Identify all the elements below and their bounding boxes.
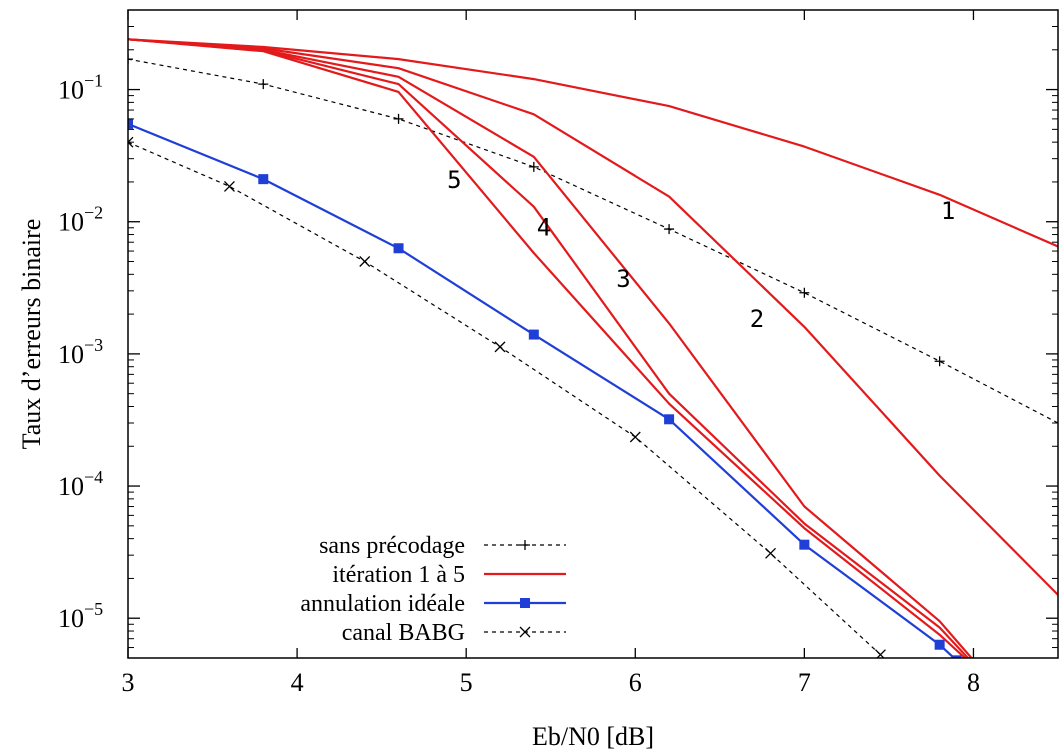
y-tick-label: 10−2 (58, 203, 103, 237)
series-line-1 (128, 38, 1058, 248)
series-7-marker (765, 547, 777, 559)
series-line-3 (128, 38, 973, 658)
series-0-marker (393, 113, 404, 124)
series-7-marker (128, 136, 134, 148)
series-0-marker (528, 161, 539, 172)
x-tick-label: 3 (122, 668, 135, 697)
series-6-marker (951, 655, 962, 658)
curve-label: 1 (941, 197, 955, 225)
x-tick-label: 5 (460, 668, 473, 697)
curve-label: 3 (616, 265, 630, 293)
series-0-marker (128, 54, 133, 65)
legend-label: annulation idéale (300, 591, 465, 617)
x-axis-title: Eb/N0 [dB] (532, 722, 654, 751)
series-6-marker (799, 539, 810, 550)
y-tick-exponent: −2 (84, 203, 103, 223)
legend-label: canal BABG (342, 620, 465, 646)
y-tick-exponent: −3 (84, 335, 103, 355)
legend-marker (520, 540, 530, 550)
y-tick-label: 10−4 (58, 467, 103, 501)
series-6-marker (258, 174, 269, 185)
x-tick-label: 8 (967, 668, 980, 697)
legend-label: sans précodage (319, 533, 465, 559)
y-tick-exponent: −1 (84, 71, 103, 91)
series-6-marker (128, 118, 133, 129)
y-tick-label: 10−1 (58, 71, 103, 105)
data-markers (128, 54, 962, 658)
axis-ticks: 3 4 5 6 7 810−110−210−310−410−5 (58, 9, 1058, 697)
curve-label: 4 (537, 213, 551, 241)
x-tick-label: 7 (798, 668, 811, 697)
series-6-marker (393, 243, 404, 254)
series-6-marker (528, 329, 539, 340)
y-tick-mantissa: 10 (58, 472, 84, 501)
series-line-4 (128, 38, 970, 658)
x-tick-label: 6 (629, 668, 642, 697)
series-0-marker (258, 79, 269, 90)
y-tick-mantissa: 10 (58, 208, 84, 237)
y-tick-exponent: −4 (84, 467, 103, 487)
y-tick-exponent: −5 (84, 599, 103, 619)
y-tick-mantissa: 10 (58, 340, 84, 369)
y-tick-mantissa: 10 (58, 76, 84, 105)
series-line-5 (128, 38, 966, 658)
series-7-marker (223, 180, 235, 192)
series-line-0 (128, 58, 1058, 424)
y-axis-title: Taux d’erreurs binaire (17, 219, 46, 450)
x-tick-label: 4 (291, 668, 304, 697)
y-tick-label: 10−5 (58, 599, 103, 633)
legend: sans précodage itération 1 à 5 annulation … (300, 533, 566, 646)
series-6-marker (934, 639, 945, 650)
series-line-2 (128, 38, 1058, 596)
curve-labels: 1 2 3 4 5 (447, 166, 955, 333)
series-6-marker (664, 414, 675, 425)
plot-frame (127, 9, 1059, 659)
data-series (128, 38, 1058, 658)
series-0-marker (664, 224, 675, 235)
curve-label: 5 (447, 166, 461, 194)
series-7-marker (359, 256, 371, 267)
series-7-marker (494, 341, 506, 353)
legend-marker (519, 626, 531, 638)
series-0-marker (934, 356, 945, 367)
legend-label: itération 1 à 5 (332, 562, 465, 588)
legend-marker (520, 598, 530, 608)
curve-label: 2 (750, 305, 764, 333)
series-line-6 (128, 122, 956, 658)
y-tick-label: 10−3 (58, 335, 103, 369)
series-0-marker (799, 287, 810, 298)
series-7-marker (629, 431, 641, 443)
y-tick-mantissa: 10 (58, 604, 84, 633)
